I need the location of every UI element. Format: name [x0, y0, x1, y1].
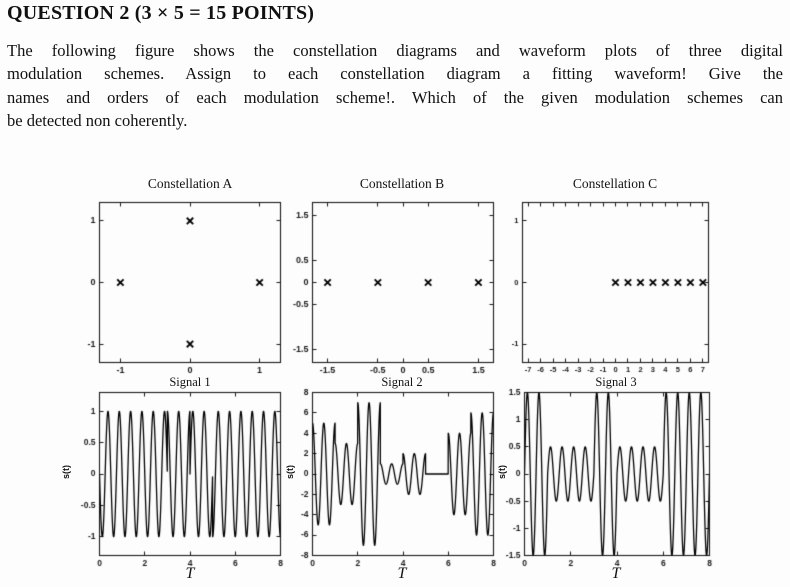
subplot-title-signal-2: Signal 2 [381, 375, 423, 389]
subplot-title-constellation-a: Constellation A [147, 176, 233, 191]
xlabel-T-signal-1: T [185, 565, 195, 582]
subplot-title-constellation-c: Constellation C [572, 176, 658, 191]
subplot-title-signal-3: Signal 3 [595, 375, 637, 389]
subplot-title-signal-1: Signal 1 [169, 375, 211, 389]
xlabel-T-signal-2: T [397, 565, 407, 582]
ylabel-st-signal-3: s(t) [497, 465, 507, 479]
xlabel-T-signal-3: T [611, 565, 621, 582]
ylabel-st-signal-1: s(t) [61, 465, 71, 479]
ylabel-st-signal-2: s(t) [285, 465, 295, 479]
subplot-title-constellation-b: Constellation B [359, 176, 445, 191]
